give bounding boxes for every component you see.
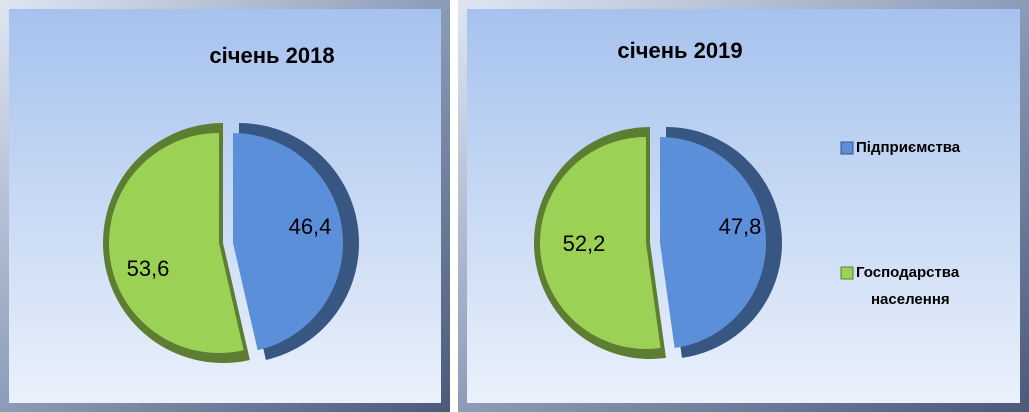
data-label: 47,8 bbox=[719, 214, 762, 239]
chart-title: січень 2019 bbox=[617, 38, 742, 63]
slice bbox=[233, 123, 360, 360]
slice bbox=[660, 127, 783, 358]
slice bbox=[103, 123, 250, 363]
slice-face bbox=[109, 133, 244, 353]
slice-face bbox=[233, 133, 344, 351]
data-label: 46,4 bbox=[289, 214, 332, 239]
slice bbox=[534, 127, 666, 359]
legend-label: Господарства населення bbox=[856, 264, 960, 308]
slice-face bbox=[540, 137, 661, 350]
legend-swatch bbox=[840, 266, 854, 280]
data-label: 53,6 bbox=[127, 256, 170, 281]
legend-swatch bbox=[840, 141, 854, 155]
chart-title: січень 2018 bbox=[209, 43, 334, 68]
data-label: 52,2 bbox=[563, 231, 606, 256]
legend-label: Підприємства bbox=[856, 139, 961, 156]
slice-face bbox=[660, 137, 767, 348]
